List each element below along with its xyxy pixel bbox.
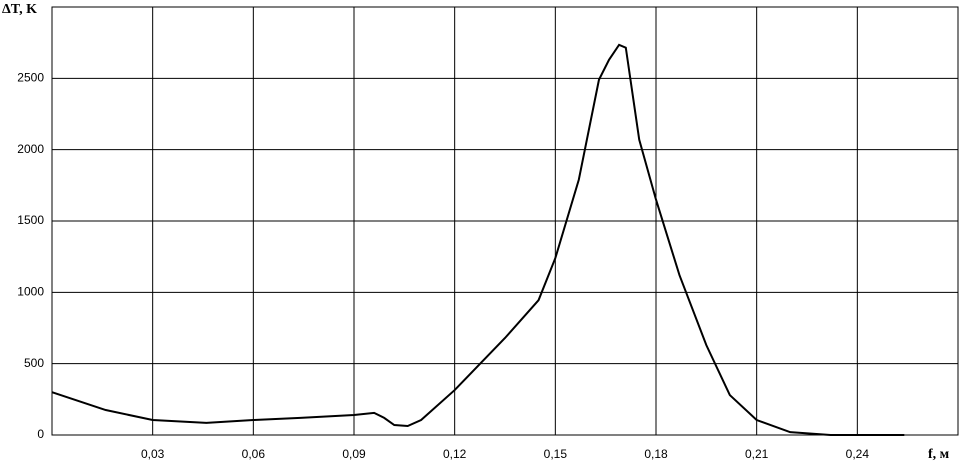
x-tick-label: 0,12 bbox=[443, 447, 467, 461]
y-tick-label: 1000 bbox=[17, 285, 44, 299]
x-tick-label: 0,18 bbox=[644, 447, 668, 461]
x-tick-label: 0,03 bbox=[141, 447, 165, 461]
y-tick-label: 2000 bbox=[17, 142, 44, 156]
x-tick-label: 0,24 bbox=[846, 447, 870, 461]
y-tick-label: 0 bbox=[37, 427, 44, 441]
data-line bbox=[51, 43, 905, 436]
x-axis-title: f, м bbox=[928, 447, 950, 462]
plot-frame bbox=[51, 6, 959, 436]
y-tick-label: 1500 bbox=[17, 213, 44, 227]
x-tick-label: 0,15 bbox=[544, 447, 568, 461]
y-tick-label: 2500 bbox=[17, 71, 44, 85]
x-tick-label: 0,06 bbox=[242, 447, 266, 461]
y-axis-title: ΔT, K bbox=[2, 2, 37, 17]
x-tick-label: 0,09 bbox=[342, 447, 366, 461]
x-tick-label: 0,21 bbox=[745, 447, 769, 461]
y-tick-label: 500 bbox=[24, 356, 44, 370]
